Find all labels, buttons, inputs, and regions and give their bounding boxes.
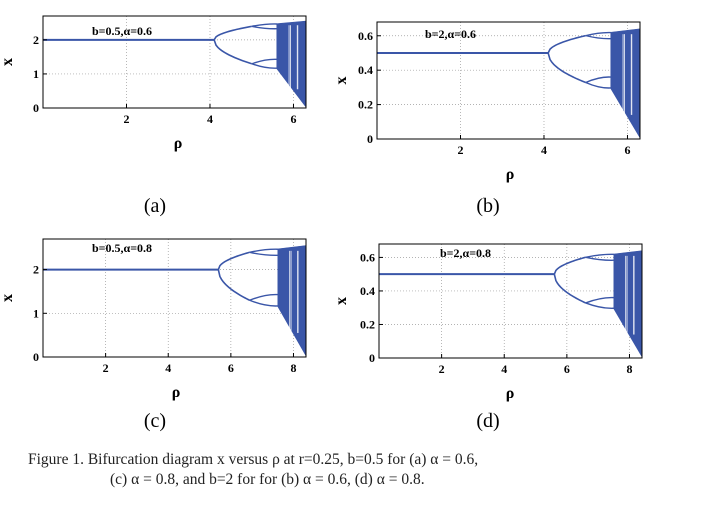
caption-line-2: (c) α = 0.8, and b=2 for for (b) α = 0.6… — [110, 471, 425, 488]
y-tick-label: 0.4 — [358, 63, 373, 77]
axes-frame — [42, 238, 307, 358]
x-tick-label: 2 — [439, 362, 445, 376]
parameter-annotation: b=0.5,α=0.6 — [92, 24, 152, 38]
period2-lower-branch — [217, 269, 250, 301]
y-axis-label: x — [0, 294, 16, 302]
chaotic-band — [276, 20, 307, 108]
parameter-annotation: b=2,α=0.6 — [425, 27, 476, 41]
series-bifurcation — [379, 250, 643, 358]
chaotic-band — [277, 245, 307, 357]
y-tick-label: 1 — [33, 67, 39, 81]
y-tick-label: 0.6 — [358, 29, 373, 43]
x-axis-label: ρ — [506, 385, 515, 402]
chart-panel-d: 0 0.2 0.4 0.6 2 4 6 8 ρ x b=2,α=0.8 (d) — [333, 243, 643, 432]
panel-label: (d) — [476, 410, 499, 432]
period4-upper-loop — [251, 23, 277, 30]
x-tick-label: 6 — [228, 361, 234, 375]
period4-upper-loop — [585, 31, 611, 40]
x-axis-label: ρ — [174, 135, 183, 152]
y-tick-label: 2 — [33, 263, 39, 277]
series-bifurcation — [43, 245, 307, 357]
period2-lower-branch — [553, 273, 586, 304]
y-tick-label: 0.4 — [360, 284, 375, 298]
period2-lower-branch — [547, 52, 587, 84]
x-tick-label: 6 — [564, 362, 570, 376]
y-tick-label: 0 — [33, 350, 39, 364]
x-tick-label: 4 — [207, 112, 213, 126]
y-axis-label: x — [0, 58, 16, 66]
period4-lower-loop — [585, 76, 611, 89]
series-bifurcation — [43, 20, 307, 108]
period2-upper-branch — [217, 251, 250, 270]
period4-lower-loop — [249, 293, 278, 307]
y-tick-label: 0 — [33, 101, 39, 115]
x-tick-label: 8 — [290, 361, 296, 375]
x-tick-label: 2 — [103, 361, 109, 375]
caption-line-1: Figure 1. Bifurcation diagram x versus ρ… — [28, 451, 479, 468]
series-bifurcation — [377, 28, 641, 139]
y-tick-label: 1 — [33, 306, 39, 320]
x-tick-label: 2 — [457, 143, 463, 157]
x-tick-label: 4 — [165, 361, 171, 375]
period2-upper-branch — [213, 25, 252, 41]
y-tick-label: 2 — [33, 33, 39, 47]
axes-frame — [378, 243, 643, 359]
panel-label: (c) — [144, 410, 166, 432]
axes-frame — [376, 21, 641, 140]
chart-panel-c: 0 1 2 2 4 6 8 ρ x b=0.5,α=0.8 (c) — [0, 238, 307, 432]
period2-lower-branch — [213, 39, 252, 65]
x-axis-label: ρ — [172, 384, 181, 401]
x-tick-label: 6 — [290, 112, 296, 126]
y-tick-label: 0.2 — [358, 98, 373, 112]
chart-panel-b: 0 0.2 0.4 0.6 2 4 6 ρ x b=2,α=0.6 (b) — [333, 21, 641, 217]
axes-frame — [42, 15, 307, 109]
period2-upper-branch — [553, 256, 586, 275]
x-tick-label: 6 — [624, 143, 630, 157]
x-tick-label: 4 — [501, 362, 507, 376]
parameter-annotation: b=0.5,α=0.8 — [92, 241, 152, 255]
figure-caption: Figure 1. Bifurcation diagram x versus ρ… — [28, 450, 688, 490]
period4-upper-loop — [585, 253, 614, 261]
chart-panel-a: 0 1 2 2 4 6 ρ x b=0.5,α=0.6 (a) — [0, 15, 307, 217]
y-axis-label: x — [333, 77, 350, 85]
y-axis-label: x — [333, 297, 350, 305]
x-tick-label: 2 — [123, 112, 129, 126]
y-tick-label: 0 — [367, 132, 373, 146]
y-tick-label: 0.2 — [360, 317, 375, 331]
panel-label: (b) — [476, 195, 499, 217]
period4-lower-loop — [251, 58, 277, 69]
y-tick-label: 0 — [369, 351, 375, 365]
chaotic-band — [613, 250, 643, 358]
period4-upper-loop — [249, 248, 278, 257]
panel-label: (a) — [144, 195, 166, 217]
period4-lower-loop — [585, 296, 614, 310]
period2-upper-branch — [547, 34, 586, 54]
parameter-annotation: b=2,α=0.8 — [440, 246, 491, 260]
chaotic-band — [610, 28, 641, 139]
x-tick-label: 4 — [541, 143, 547, 157]
x-tick-label: 8 — [626, 362, 632, 376]
y-tick-label: 0.6 — [360, 250, 375, 264]
x-axis-label: ρ — [506, 166, 515, 183]
figure-canvas: 0 1 2 2 4 6 ρ x b=0.5,α=0.6 (a) 0 0.2 0.4 0.6 2 4 6 ρ x b=2… — [0, 15, 643, 432]
